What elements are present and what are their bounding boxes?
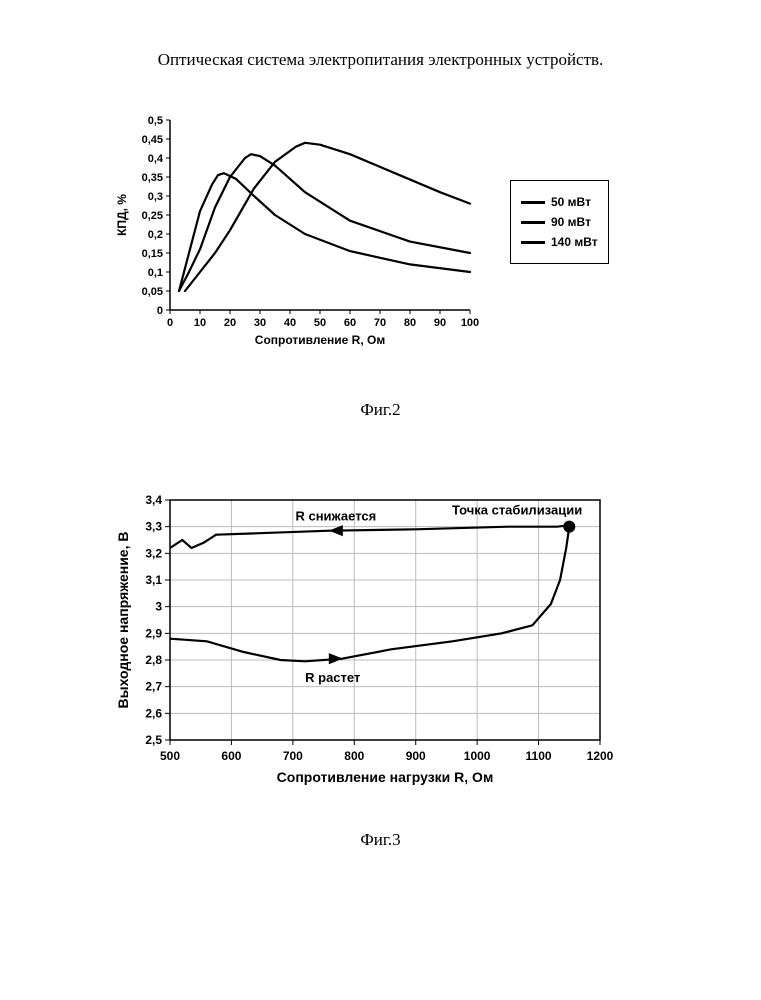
svg-text:10: 10 <box>194 317 206 329</box>
svg-text:2,8: 2,8 <box>145 653 162 667</box>
svg-text:0,05: 0,05 <box>142 286 163 298</box>
svg-text:3: 3 <box>155 600 162 614</box>
svg-text:R растет: R растет <box>305 670 360 685</box>
svg-text:500: 500 <box>160 749 180 763</box>
svg-text:70: 70 <box>374 317 386 329</box>
page-title: Оптическая система электропитания электр… <box>40 50 721 70</box>
figure-3: 2,5 2,6 2,7 2,8 2,9 3 3,1 3,2 3,3 3,4 500 600 700 800… <box>110 490 650 810</box>
svg-text:0,3: 0,3 <box>148 191 163 203</box>
svg-text:0,25: 0,25 <box>142 210 163 222</box>
legend-label: 90 мВт <box>551 215 591 229</box>
figure-2: 0 0,05 0,1 0,15 0,2 0,25 0,3 0,35 0,4 0,45 0,5 0 10 2… <box>110 110 630 370</box>
svg-text:0,45: 0,45 <box>142 134 163 146</box>
svg-text:2,9: 2,9 <box>145 626 162 640</box>
fig3-chart-svg: 2,5 2,6 2,7 2,8 2,9 3 3,1 3,2 3,3 3,4 500 600 700 800… <box>110 490 650 810</box>
svg-text:700: 700 <box>283 749 303 763</box>
fig2-legend: 50 мВт 90 мВт 140 мВт <box>510 180 609 264</box>
svg-text:60: 60 <box>344 317 356 329</box>
svg-text:1000: 1000 <box>464 749 491 763</box>
svg-text:600: 600 <box>221 749 241 763</box>
svg-text:0,2: 0,2 <box>148 229 163 241</box>
svg-text:50: 50 <box>314 317 326 329</box>
svg-text:R снижается: R снижается <box>295 509 376 524</box>
svg-text:КПД, %: КПД, % <box>115 194 129 236</box>
svg-text:0,5: 0,5 <box>148 115 163 127</box>
fig3-caption: Фиг.3 <box>40 830 721 850</box>
legend-item: 90 мВт <box>521 215 598 229</box>
legend-label: 140 мВт <box>551 235 598 249</box>
svg-text:30: 30 <box>254 317 266 329</box>
svg-text:0,15: 0,15 <box>142 248 163 260</box>
svg-text:0: 0 <box>167 317 173 329</box>
legend-swatch <box>521 221 545 224</box>
svg-text:Сопротивление R, Ом: Сопротивление R, Ом <box>255 333 386 347</box>
svg-text:3,3: 3,3 <box>145 520 162 534</box>
svg-text:3,1: 3,1 <box>145 573 162 587</box>
svg-text:2,6: 2,6 <box>145 706 162 720</box>
legend-swatch <box>521 241 545 244</box>
svg-text:3,2: 3,2 <box>145 546 162 560</box>
svg-text:3,4: 3,4 <box>145 493 162 507</box>
svg-text:1200: 1200 <box>587 749 614 763</box>
svg-text:80: 80 <box>404 317 416 329</box>
svg-text:1100: 1100 <box>526 749 552 763</box>
svg-text:40: 40 <box>284 317 296 329</box>
svg-text:2,7: 2,7 <box>145 680 162 694</box>
svg-text:0: 0 <box>157 305 163 317</box>
legend-item: 140 мВт <box>521 235 598 249</box>
legend-swatch <box>521 201 545 204</box>
svg-text:0,1: 0,1 <box>148 267 163 279</box>
svg-text:900: 900 <box>406 749 426 763</box>
svg-text:0,35: 0,35 <box>142 172 163 184</box>
svg-text:2,5: 2,5 <box>145 733 162 747</box>
svg-text:20: 20 <box>224 317 236 329</box>
fig2-caption: Фиг.2 <box>40 400 721 420</box>
svg-text:100: 100 <box>461 317 479 329</box>
svg-text:800: 800 <box>344 749 364 763</box>
legend-label: 50 мВт <box>551 195 591 209</box>
svg-text:Выходное напряжение, В: Выходное напряжение, В <box>115 532 131 709</box>
svg-text:Точка стабилизации: Точка стабилизации <box>452 503 582 518</box>
svg-text:90: 90 <box>434 317 446 329</box>
svg-text:Сопротивление нагрузки R, Ом: Сопротивление нагрузки R, Ом <box>277 769 494 785</box>
legend-item: 50 мВт <box>521 195 598 209</box>
page: Оптическая система электропитания электр… <box>0 0 761 1000</box>
svg-text:0,4: 0,4 <box>148 153 164 165</box>
